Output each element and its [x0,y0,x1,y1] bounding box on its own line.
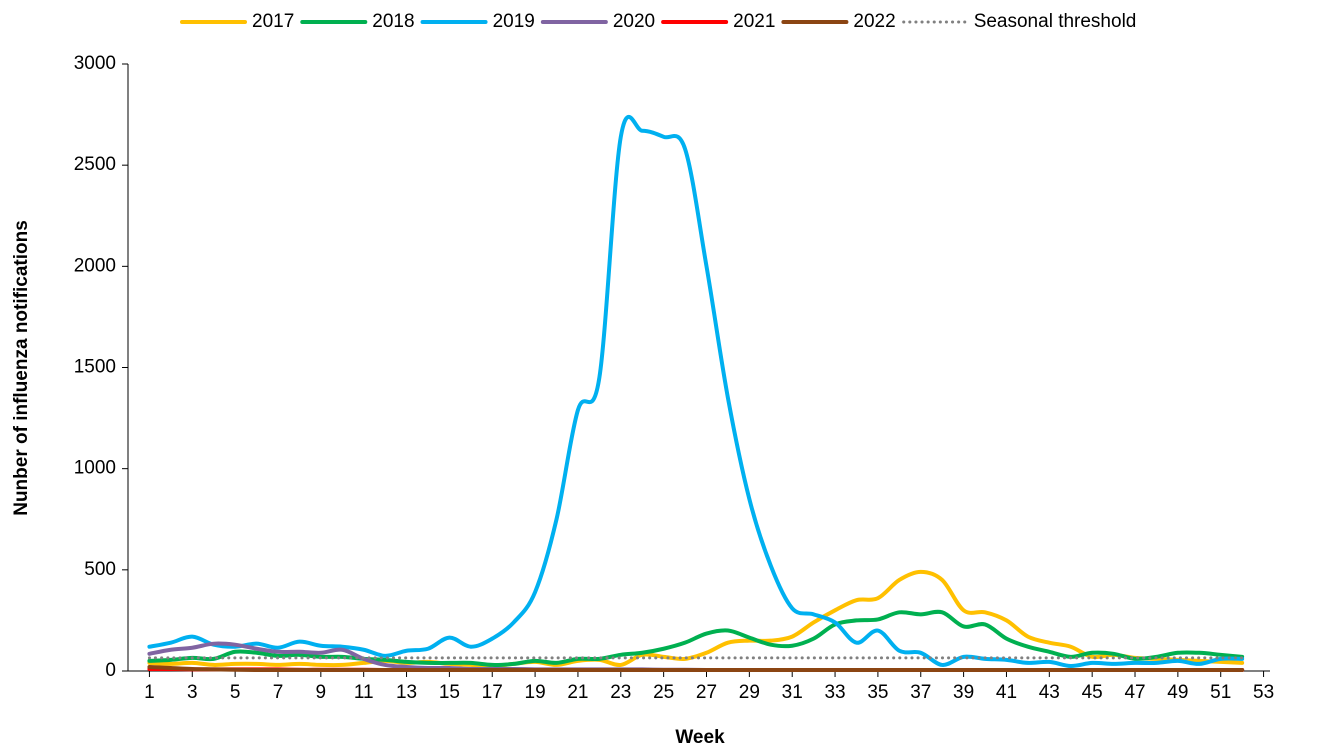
x-tick-label: 43 [1039,682,1060,703]
x-tick-label: 23 [610,682,631,703]
x-tick-label: 1 [144,682,155,703]
x-tick-label: 31 [782,682,803,703]
x-tick-label: 25 [653,682,674,703]
legend-label: 2019 [493,11,535,32]
x-tick-label: 39 [953,682,974,703]
legend-label: 2021 [733,11,775,32]
series-line [147,114,1245,668]
legend-label: 2022 [853,11,895,32]
x-tick-label: 53 [1253,682,1274,703]
x-tick-label: 9 [316,682,327,703]
x-tick-label: 13 [396,682,417,703]
x-tick-label: 5 [230,682,241,703]
series-line [147,569,1245,668]
x-tick-label: 45 [1082,682,1103,703]
y-tick-label: 2500 [74,154,116,175]
x-tick-label: 21 [567,682,588,703]
legend-label: Seasonal threshold [974,11,1137,32]
y-tick-label: 500 [84,559,116,580]
x-tick-label: 47 [1124,682,1145,703]
y-tick-label: 2000 [74,255,116,276]
y-tick-label: 1500 [74,357,116,378]
x-tick-label: 15 [439,682,460,703]
legend-label: 2018 [372,11,414,32]
x-tick-label: 27 [696,682,717,703]
legend-label: 2017 [252,11,294,32]
y-tick-label: 0 [105,660,116,681]
x-tick-label: 35 [867,682,888,703]
x-tick-label: 3 [187,682,198,703]
y-tick-label: 3000 [74,53,116,74]
x-tick-label: 33 [824,682,845,703]
y-axis-title: Nunber of influenza notifications [11,220,32,516]
x-tick-label: 51 [1210,682,1231,703]
x-tick-label: 41 [996,682,1017,703]
series-line [147,664,1245,673]
x-tick-label: 49 [1167,682,1188,703]
x-tick-label: 17 [482,682,503,703]
x-tick-label: 19 [525,682,546,703]
x-tick-label: 11 [354,682,374,703]
legend-label: 2020 [613,11,655,32]
x-tick-label: 7 [273,682,284,703]
y-tick-label: 1000 [74,458,116,479]
x-tick-label: 29 [739,682,760,703]
x-axis-title: Week [675,727,725,748]
x-tick-label: 37 [910,682,931,703]
